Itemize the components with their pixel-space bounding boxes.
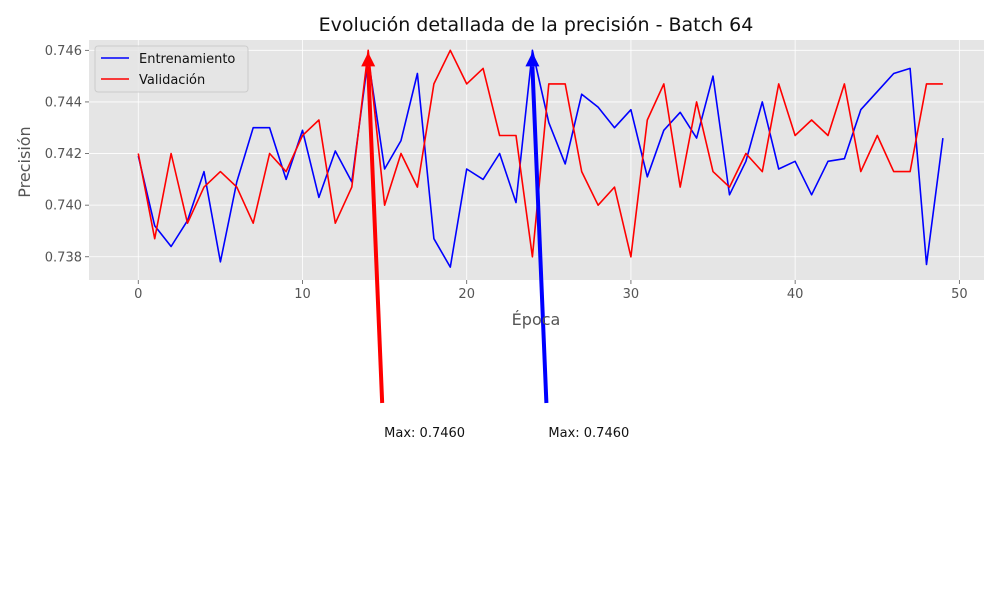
legend-label-entrenamiento: Entrenamiento bbox=[139, 52, 235, 67]
y-tick-label: 0.744 bbox=[45, 95, 82, 110]
series-line-entrenamiento bbox=[137, 49, 944, 268]
annotation-arrowhead-entrenamiento bbox=[525, 52, 540, 67]
x-tick-label: 40 bbox=[787, 287, 804, 302]
legend-box bbox=[94, 45, 249, 93]
annotations: Max: 0.7460 Max: 0.7460 bbox=[361, 52, 629, 441]
x-tick-label: 50 bbox=[951, 287, 968, 302]
x-tick-label: 30 bbox=[623, 287, 640, 302]
annotation-label-entrenamiento: Max: 0.7460 bbox=[548, 426, 629, 441]
annotation-arrow-shaft-entrenamiento bbox=[530, 66, 549, 404]
y-tick-label: 0.740 bbox=[45, 199, 82, 214]
series-line-validacion bbox=[137, 49, 943, 258]
x-axis-label: Época bbox=[512, 310, 561, 329]
y-axis-ticks: 0.738 0.740 0.742 0.744 0.746 bbox=[45, 44, 89, 265]
annotation-label-validacion: Max: 0.7460 bbox=[384, 426, 465, 441]
y-tick-label: 0.746 bbox=[45, 44, 82, 59]
x-tick-label: 0 bbox=[134, 287, 142, 302]
y-tick-label: 0.738 bbox=[45, 250, 82, 265]
legend: Entrenamiento Validación bbox=[94, 45, 249, 93]
y-tick-label: 0.742 bbox=[45, 147, 82, 162]
x-tick-label: 20 bbox=[458, 287, 475, 302]
series-lines bbox=[137, 49, 944, 268]
x-axis-ticks: 0 10 20 30 40 50 bbox=[134, 280, 968, 302]
legend-label-validacion: Validación bbox=[139, 73, 205, 88]
annotation-arrow-shaft-validacion bbox=[366, 66, 385, 404]
annotation-arrowhead-validacion bbox=[361, 52, 376, 67]
y-axis-label: Precisión bbox=[15, 126, 34, 197]
x-tick-label: 10 bbox=[294, 287, 311, 302]
chart-title: Evolución detallada de la precisión - Ba… bbox=[319, 14, 754, 36]
